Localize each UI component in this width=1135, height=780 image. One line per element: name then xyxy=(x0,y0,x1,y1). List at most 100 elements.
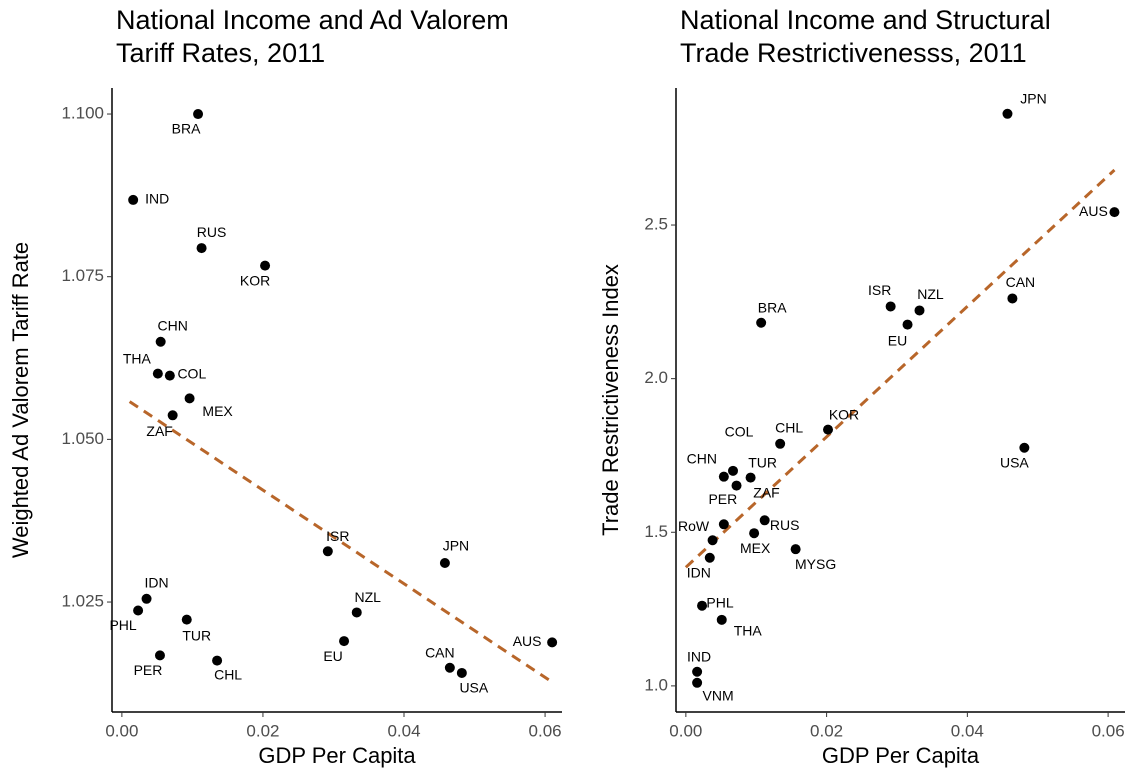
point-label: IND xyxy=(687,648,711,664)
point-label: MEX xyxy=(202,403,233,419)
chart-title: National Income and Structural xyxy=(680,5,1051,35)
point xyxy=(704,552,715,563)
point xyxy=(885,301,896,312)
point xyxy=(728,465,739,476)
point xyxy=(902,319,913,330)
point-label: IND xyxy=(145,191,169,207)
point xyxy=(731,480,742,491)
point-label: COL xyxy=(177,365,206,381)
point xyxy=(718,471,729,482)
point xyxy=(196,243,207,254)
point xyxy=(152,368,163,379)
x-axis-title: GDP Per Capita xyxy=(822,743,980,768)
point xyxy=(775,438,786,449)
point xyxy=(823,424,834,435)
point-label: KOR xyxy=(829,406,859,422)
point-label: JPN xyxy=(443,538,469,554)
point xyxy=(155,336,166,347)
point xyxy=(1002,108,1013,119)
point xyxy=(339,636,350,647)
x-tick-label: 0.04 xyxy=(951,721,984,740)
point-label: EU xyxy=(888,332,907,348)
point xyxy=(128,194,139,205)
point-label: CAN xyxy=(425,644,455,660)
y-tick-label: 2.5 xyxy=(644,215,668,234)
point-label: BRA xyxy=(758,299,787,315)
point xyxy=(1007,293,1018,304)
point-label: CHN xyxy=(157,317,187,333)
point xyxy=(718,519,729,530)
y-tick-label: 1.0 xyxy=(644,675,668,694)
point-label: TUR xyxy=(182,627,211,643)
point xyxy=(167,410,178,421)
point xyxy=(154,650,165,661)
x-tick-label: 0.04 xyxy=(387,721,420,740)
point xyxy=(164,370,175,381)
point-label: CHL xyxy=(775,419,803,435)
y-tick-label: 1.100 xyxy=(61,104,104,123)
point-label: USA xyxy=(1000,454,1029,470)
x-tick-label: 0.06 xyxy=(529,721,562,740)
point-label: VNM xyxy=(703,688,734,704)
point-label: COL xyxy=(725,424,754,440)
point xyxy=(749,528,760,539)
point-label: RoW xyxy=(678,518,710,534)
point xyxy=(692,666,703,677)
point xyxy=(1109,207,1120,218)
point-label: THA xyxy=(123,350,152,366)
point-label: ZAF xyxy=(753,484,779,500)
x-tick-label: 0.00 xyxy=(669,721,702,740)
point-label: PER xyxy=(708,491,737,507)
y-tick-label: 1.025 xyxy=(61,592,104,611)
point xyxy=(759,515,770,526)
point xyxy=(322,546,333,557)
point xyxy=(193,109,204,120)
chart-title: National Income and Ad Valorem xyxy=(116,5,509,35)
point-label: AUS xyxy=(1079,203,1108,219)
point-label: IDN xyxy=(687,564,711,580)
point-label: THA xyxy=(734,623,763,639)
point xyxy=(444,662,455,673)
x-tick-label: 0.02 xyxy=(246,721,279,740)
y-axis-title: Weighted Ad Valorem Tariff Rate xyxy=(8,242,33,558)
y-tick-label: 1.075 xyxy=(61,266,104,285)
point-label: AUS xyxy=(513,633,542,649)
point xyxy=(914,305,925,316)
point-label: CAN xyxy=(1006,274,1036,290)
point xyxy=(439,557,450,568)
trend-line xyxy=(684,168,1116,569)
y-tick-label: 1.5 xyxy=(644,522,668,541)
point-label: PHL xyxy=(109,617,136,633)
point xyxy=(716,614,727,625)
point xyxy=(547,637,558,648)
point xyxy=(745,472,756,483)
point xyxy=(184,393,195,404)
point xyxy=(707,535,718,546)
point-label: TUR xyxy=(748,454,777,470)
point xyxy=(212,655,223,666)
point-label: ISR xyxy=(868,282,891,298)
x-tick-label: 0.06 xyxy=(1092,721,1125,740)
point xyxy=(181,614,192,625)
y-axis-title: Trade Restrictiveness Index xyxy=(598,264,623,536)
point-label: KOR xyxy=(240,272,270,288)
y-tick-label: 2.0 xyxy=(644,368,668,387)
point xyxy=(456,667,467,678)
point-label: MYSG xyxy=(795,556,836,572)
point xyxy=(790,544,801,555)
point-label: RUS xyxy=(770,517,800,533)
point xyxy=(141,593,152,604)
chart-title: Tariff Rates, 2011 xyxy=(116,38,325,68)
point-label: ISR xyxy=(326,528,349,544)
x-tick-label: 0.02 xyxy=(810,721,843,740)
point-label: BRA xyxy=(172,121,201,137)
x-axis-title: GDP Per Capita xyxy=(258,743,416,768)
point-label: NZL xyxy=(355,589,382,605)
chart-title: Trade Restrictivenesss, 2011 xyxy=(680,38,1027,68)
point-label: JPN xyxy=(1020,91,1046,107)
point xyxy=(133,605,144,616)
point-label: ZAF xyxy=(146,423,172,439)
point xyxy=(1019,442,1030,453)
point xyxy=(697,600,708,611)
